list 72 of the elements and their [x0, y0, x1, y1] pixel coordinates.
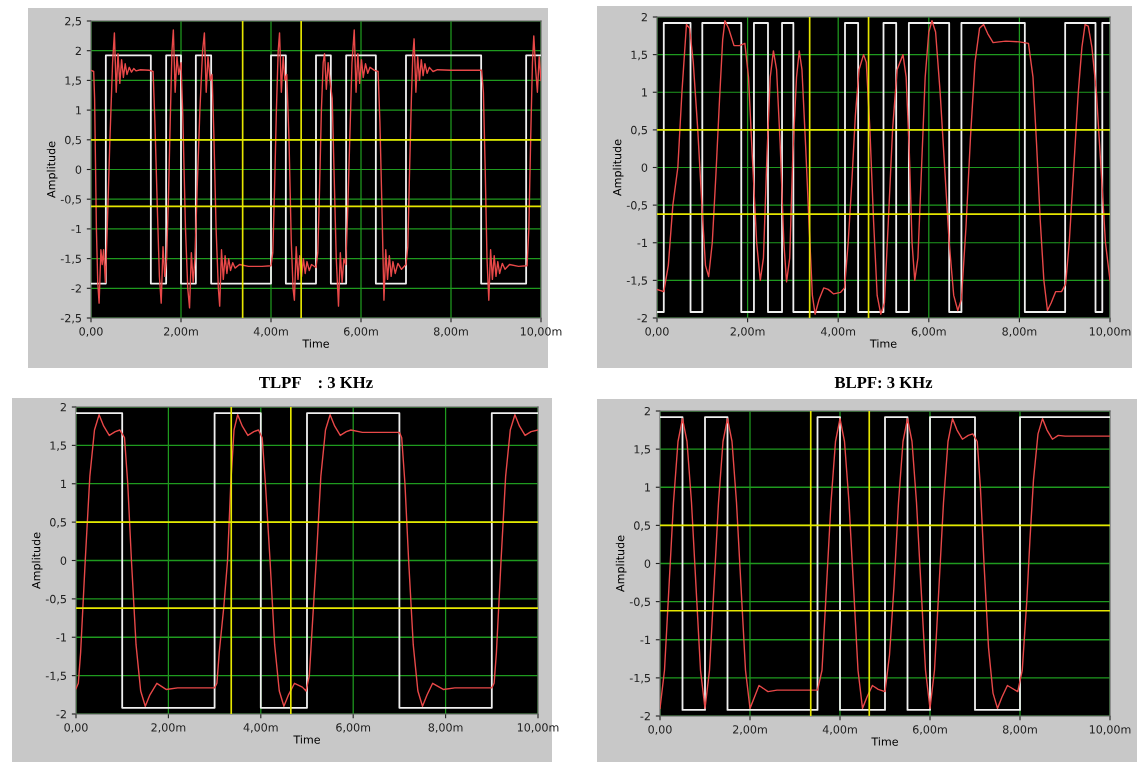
y-tick-label: 1 — [61, 479, 66, 488]
x-tick-label: 2,00m — [733, 725, 767, 735]
x-tick-label: 8,00m — [1002, 725, 1037, 735]
y-tick-label: 1 — [645, 483, 650, 492]
y-tick-label: 0 — [75, 165, 82, 174]
x-tick-label: 4,00m — [822, 725, 857, 735]
x-tick-label: 0,00 — [64, 723, 88, 733]
y-tick-label: 0,5 — [631, 125, 647, 136]
x-tick-label: 6,00m — [911, 327, 946, 337]
y-tick-label: 2 — [641, 12, 647, 22]
y-tick-label: -0,5 — [629, 597, 650, 608]
x-tick-label: 2,00m — [151, 723, 186, 733]
x-tick-label: 4,00m — [253, 327, 288, 337]
y-tick-label: 2 — [60, 402, 66, 412]
x-tick-label: 10,00m — [1089, 725, 1131, 735]
y-axis-title: Amplitude — [615, 535, 627, 592]
y-tick-label: -1 — [71, 225, 81, 234]
y-tick-label: 1,5 — [631, 50, 647, 61]
y-tick-label: 1 — [76, 106, 81, 115]
x-tick-label: 6,00m — [336, 723, 371, 733]
x-tick-label: 4,00m — [820, 327, 856, 337]
x-tick-label: 2,00m — [730, 327, 765, 337]
y-tick-label: -1,5 — [629, 674, 650, 684]
x-axis-title: Time — [871, 737, 898, 746]
text: TLPF : 3 KHz — [259, 376, 373, 389]
x-tick-label: 0,00 — [648, 725, 672, 735]
y-tick-label: 1,5 — [50, 441, 66, 451]
y-tick-label: 2 — [75, 46, 81, 55]
x-tick-label: 8,00m — [1002, 327, 1037, 337]
y-tick-label: 0 — [644, 559, 651, 568]
x-axis-title: Time — [869, 339, 897, 348]
x-tick-label: 0,00 — [645, 327, 669, 337]
y-tick-label: -2 — [640, 711, 650, 721]
x-tick-label: 2,00m — [164, 327, 198, 337]
y-tick-label: 0,5 — [65, 135, 81, 146]
x-tick-label: 6,00m — [343, 327, 378, 337]
y-tick-label: -0,5 — [45, 594, 66, 605]
x-tick-label: 4,00m — [243, 723, 278, 733]
y-tick-label: -1,5 — [45, 671, 66, 682]
y-tick-label: -2 — [56, 709, 66, 719]
y-tick-label: 1,5 — [65, 76, 81, 86]
y-tick-label: -1,5 — [60, 254, 81, 265]
y-tick-label: -1 — [640, 635, 650, 644]
x-tick-label: 10,00m — [517, 723, 559, 733]
x-tick-label: 8,00m — [433, 327, 468, 337]
y-tick-label: 0,5 — [50, 518, 66, 528]
x-axis-title: Time — [302, 339, 329, 348]
x-axis-title: Time — [293, 735, 320, 744]
y-tick-label: -1,5 — [626, 276, 647, 286]
y-tick-label: -1 — [56, 633, 66, 642]
x-tick-label: 0,00 — [79, 327, 103, 337]
y-tick-label: -2,5 — [60, 313, 81, 324]
text: BLPF: 3 KHz — [834, 376, 933, 389]
y-tick-label: 0 — [641, 163, 648, 172]
y-tick-label: 2 — [644, 406, 650, 416]
x-tick-label: 10,00m — [520, 327, 562, 337]
y-tick-label: 1 — [642, 88, 647, 97]
y-tick-label: -2 — [637, 313, 647, 323]
y-tick-label: 0,5 — [634, 521, 650, 531]
y-tick-label: -0,5 — [60, 195, 81, 205]
y-axis-title: Amplitude — [612, 139, 624, 196]
x-tick-label: 10,00m — [1089, 327, 1131, 337]
x-tick-label: 6,00m — [912, 725, 947, 735]
y-tick-label: -2 — [71, 284, 81, 293]
y-tick-label: 2,5 — [65, 16, 81, 27]
y-tick-label: -0,5 — [626, 201, 647, 211]
y-tick-label: -1 — [637, 238, 647, 247]
y-tick-label: 0 — [60, 556, 67, 565]
y-axis-title: Amplitude — [46, 141, 58, 198]
y-axis-title: Amplitude — [31, 532, 43, 589]
x-tick-label: 8,00m — [428, 723, 463, 733]
y-tick-label: 1,5 — [634, 445, 650, 455]
